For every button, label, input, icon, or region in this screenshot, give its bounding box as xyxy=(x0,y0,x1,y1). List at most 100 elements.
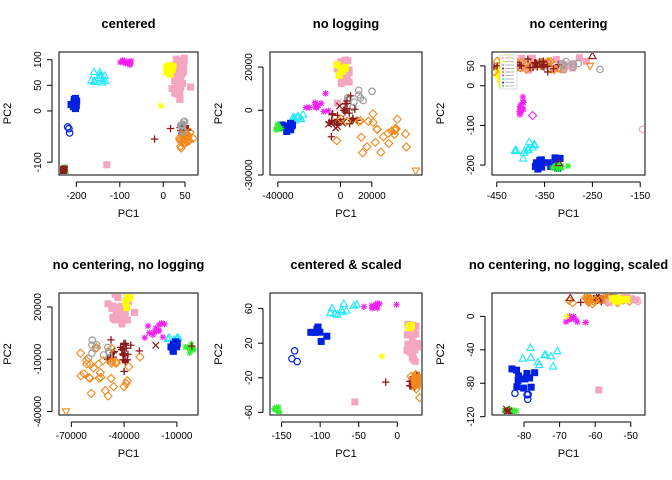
data-point xyxy=(289,112,300,121)
data-point xyxy=(585,62,595,71)
data-point xyxy=(376,300,383,308)
y-axis-label: PC2 xyxy=(435,103,447,124)
data-point xyxy=(415,339,421,347)
data-point xyxy=(347,116,356,125)
data-point xyxy=(123,304,131,312)
data-point xyxy=(88,363,99,373)
data-point xyxy=(354,86,363,95)
data-point xyxy=(89,76,99,85)
data-point xyxy=(187,345,194,352)
data-point xyxy=(414,392,421,403)
data-point xyxy=(368,87,376,96)
data-point xyxy=(275,403,282,411)
data-point xyxy=(282,122,290,130)
data-point xyxy=(159,333,166,341)
data-point xyxy=(342,63,350,71)
panel-3: no centering PC1 PC2 -450 -350 -250 -150 -200 -1… xyxy=(435,16,651,220)
data-point xyxy=(569,60,578,68)
data-point xyxy=(403,331,411,339)
data-point xyxy=(357,147,368,158)
legend-marker xyxy=(502,67,504,70)
legend-marker xyxy=(502,85,504,87)
data-point xyxy=(513,407,520,414)
y-tick-label: 20000 xyxy=(244,53,255,81)
data-point xyxy=(554,158,564,167)
data-point xyxy=(187,83,195,91)
data-point xyxy=(360,303,368,310)
data-point xyxy=(511,389,519,398)
data-point xyxy=(146,329,153,337)
data-point xyxy=(582,319,589,326)
data-points xyxy=(61,294,197,414)
data-point xyxy=(91,342,102,353)
panel-5: centered & scaled PC1 PC2 -150 -100 -50 0 -60 -2… xyxy=(213,257,423,460)
data-point xyxy=(526,63,534,72)
data-point xyxy=(173,343,181,351)
data-point xyxy=(98,355,108,366)
x-tick-label: 0 xyxy=(395,431,401,442)
data-point xyxy=(330,308,340,317)
data-point xyxy=(538,159,546,167)
data-point xyxy=(493,62,501,70)
data-point xyxy=(75,348,86,358)
data-point xyxy=(293,357,301,366)
data-point xyxy=(152,341,160,349)
data-point xyxy=(382,378,390,386)
data-point xyxy=(511,145,521,154)
data-point xyxy=(95,70,105,79)
panel-6: no centering, no logging, scaled PC1 PC2 -8… xyxy=(435,257,668,460)
data-point xyxy=(296,113,306,122)
x-tick-label: -40000 xyxy=(109,431,141,442)
data-point xyxy=(111,358,121,369)
data-point xyxy=(355,116,366,126)
data-point xyxy=(141,334,148,341)
data-point xyxy=(339,106,348,114)
data-point xyxy=(503,407,511,414)
y-tick-label: -80 xyxy=(466,376,477,391)
chart-title: no logging xyxy=(313,16,379,31)
data-point xyxy=(99,351,108,359)
data-point xyxy=(519,93,527,101)
data-point xyxy=(325,307,335,316)
data-point xyxy=(322,90,329,97)
plot-frame xyxy=(58,292,199,416)
data-point xyxy=(521,60,532,70)
data-point xyxy=(63,123,72,131)
data-point xyxy=(100,385,111,396)
data-point xyxy=(121,339,130,348)
data-point xyxy=(92,341,101,349)
data-point xyxy=(390,124,401,135)
data-point xyxy=(581,294,591,303)
plot-frame xyxy=(58,51,199,176)
data-point xyxy=(345,109,353,117)
data-point xyxy=(549,65,558,73)
data-point xyxy=(378,352,386,360)
data-point xyxy=(61,408,71,414)
y-tick-label: 60 xyxy=(244,303,255,315)
data-point xyxy=(88,336,97,344)
x-tick-label: 0 xyxy=(338,191,344,202)
legend-marker xyxy=(502,64,504,66)
data-point xyxy=(333,118,341,126)
data-point xyxy=(528,142,538,151)
data-point xyxy=(86,75,96,84)
data-point xyxy=(412,330,420,338)
data-point xyxy=(404,340,412,348)
data-point xyxy=(121,358,130,366)
legend-marker xyxy=(502,74,504,77)
x-axis-label: PC1 xyxy=(118,208,139,220)
data-point xyxy=(539,58,548,66)
data-point xyxy=(343,97,351,105)
data-point xyxy=(349,103,357,112)
x-axis-label: PC1 xyxy=(335,208,356,220)
x-tick-label: -250 xyxy=(582,191,602,202)
x-tick-label: -100 xyxy=(110,191,130,202)
data-point xyxy=(539,350,550,359)
data-point xyxy=(111,294,119,298)
y-axis-label: PC2 xyxy=(435,343,447,364)
data-point xyxy=(328,110,337,118)
data-point xyxy=(356,94,365,102)
data-point xyxy=(569,63,578,71)
data-point xyxy=(392,114,403,124)
